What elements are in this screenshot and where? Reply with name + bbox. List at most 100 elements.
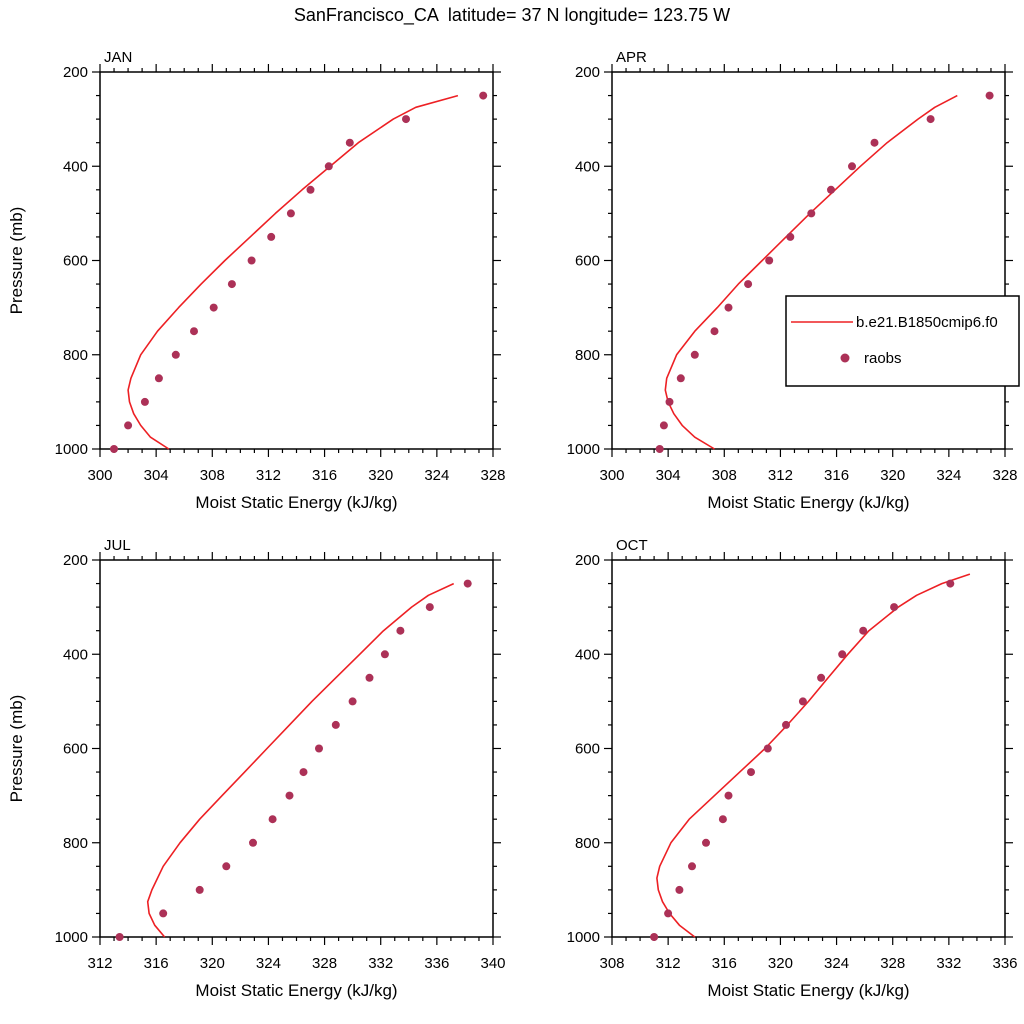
y-tick-label: 1000 — [567, 441, 600, 458]
x-tick-label: 300 — [599, 467, 624, 484]
raobs-dot — [676, 374, 685, 383]
y-tick-label: 400 — [63, 646, 88, 663]
y-tick-label: 800 — [575, 347, 600, 364]
x-tick-label: 304 — [144, 467, 169, 484]
raobs-dot — [827, 185, 835, 194]
y-tick-label: 800 — [63, 347, 88, 364]
raobs-dot — [222, 862, 231, 871]
raobs-dot — [765, 256, 774, 265]
x-tick-label: 316 — [712, 955, 737, 972]
y-tick-label: 400 — [575, 158, 600, 175]
panel-oct: 308 312 316 320 324 328 332 336 200 400 600 800 1000… — [567, 537, 1018, 1000]
raobs-dot — [782, 720, 790, 729]
x-tick-label: 308 — [200, 467, 225, 484]
raobs-dots — [115, 579, 472, 941]
panel-jan: 300 304 308 312 316 320 324 328 200 400 600 800 1000… — [7, 49, 506, 512]
raobs-dot — [786, 232, 795, 241]
model-line — [664, 94, 958, 450]
raobs-dot — [402, 115, 410, 124]
x-axis-title: Moist Static Energy (kJ/kg) — [195, 981, 397, 1000]
raobs-dot — [659, 421, 668, 430]
y-tick-label: 200 — [63, 552, 88, 569]
chart-title: SanFrancisco_CA latitude= 37 N longitude… — [293, 5, 731, 25]
y-tick-label: 600 — [575, 741, 600, 758]
raobs-dot — [348, 697, 357, 706]
raobs-dot — [690, 350, 699, 359]
plot-frame — [99, 71, 494, 450]
model-line — [656, 573, 971, 938]
legend-box — [785, 295, 1020, 387]
y-tick-label: 800 — [575, 835, 600, 852]
legend: b.e21.B1850cmip6.f0 raobs — [785, 295, 1020, 387]
plot-area: 300 304 308 312 316 320 324 328 200 400 600 800 1000… — [567, 49, 1018, 512]
x-tick-label: 304 — [656, 467, 681, 484]
raobs-dot — [463, 579, 472, 588]
model-line — [127, 94, 459, 450]
raobs-dot — [268, 815, 277, 824]
x-tick-label: 336 — [992, 955, 1017, 972]
x-tick-label: 316 — [144, 955, 169, 972]
x-tick-label: 320 — [768, 955, 793, 972]
model-line — [146, 582, 455, 938]
x-tick-label: 320 — [368, 467, 393, 484]
raobs-dot — [650, 933, 659, 941]
raobs-dot — [115, 933, 124, 941]
raobs-dot — [285, 791, 294, 800]
raobs-dot — [171, 350, 180, 359]
raobs-dot — [926, 115, 935, 124]
y-axis-title: Pressure (mb) — [7, 207, 26, 315]
raobs-dot — [870, 138, 879, 147]
x-axis-title: Moist Static Energy (kJ/kg) — [195, 493, 397, 512]
x-axis-title: Moist Static Energy (kJ/kg) — [707, 981, 909, 1000]
raobs-dot — [807, 209, 816, 218]
x-tick-label: 320 — [200, 955, 225, 972]
plot-frame — [99, 559, 494, 938]
x-tick-label: 328 — [880, 955, 905, 972]
x-axis-title: Moist Static Energy (kJ/kg) — [707, 493, 909, 512]
x-tick-label: 312 — [656, 955, 681, 972]
y-tick-label: 1000 — [55, 441, 88, 458]
raobs-dot — [724, 791, 733, 800]
raobs-dot — [267, 232, 276, 241]
raobs-dot — [763, 744, 772, 753]
y-axis-title: Pressure (mb) — [7, 695, 26, 803]
raobs-dot — [675, 885, 684, 894]
x-tick-label: 332 — [368, 955, 393, 972]
raobs-dot — [859, 626, 868, 635]
y-tick-label: 600 — [63, 253, 88, 270]
raobs-dot — [315, 744, 323, 753]
raobs-dot — [324, 162, 333, 171]
raobs-dot — [798, 697, 807, 706]
raobs-dot — [985, 91, 994, 100]
raobs-dot — [380, 650, 389, 659]
raobs-dot — [425, 603, 434, 612]
raobs-dot — [688, 862, 696, 871]
raobs-dot — [331, 720, 340, 729]
x-tick-label: 340 — [480, 955, 505, 972]
x-tick-label: 312 — [87, 955, 112, 972]
x-tick-label: 324 — [824, 955, 849, 972]
y-tick-label: 600 — [575, 253, 600, 270]
x-tick-label: 328 — [480, 467, 505, 484]
raobs-dot — [365, 673, 374, 682]
x-tick-label: 316 — [824, 467, 849, 484]
panel-apr: 300 304 308 312 316 320 324 328 200 400 600 800 1000… — [567, 49, 1020, 512]
y-tick-label: 1000 — [567, 929, 600, 946]
raobs-dot — [817, 673, 826, 682]
y-tick-label: 1000 — [55, 929, 88, 946]
plot-area: 312 316 320 324 328 332 336 340 200 400 600 800 1000… — [7, 537, 506, 1000]
raobs-dots — [110, 91, 488, 453]
raobs-dot — [209, 303, 218, 312]
raobs-dot — [747, 768, 755, 777]
x-tick-label: 300 — [87, 467, 112, 484]
legend-dot-sample — [840, 353, 850, 363]
y-tick-label: 200 — [575, 64, 600, 81]
raobs-dot — [665, 397, 674, 406]
x-tick-label: 320 — [880, 467, 905, 484]
raobs-dot — [299, 768, 308, 777]
raobs-dot — [479, 91, 488, 100]
plot-area: 308 312 316 320 324 328 332 336 200 400 600 800 1000… — [567, 537, 1018, 1000]
panel-jul: 312 316 320 324 328 332 336 340 200 400 600 800 1000… — [7, 537, 506, 1000]
raobs-dot — [718, 815, 727, 824]
